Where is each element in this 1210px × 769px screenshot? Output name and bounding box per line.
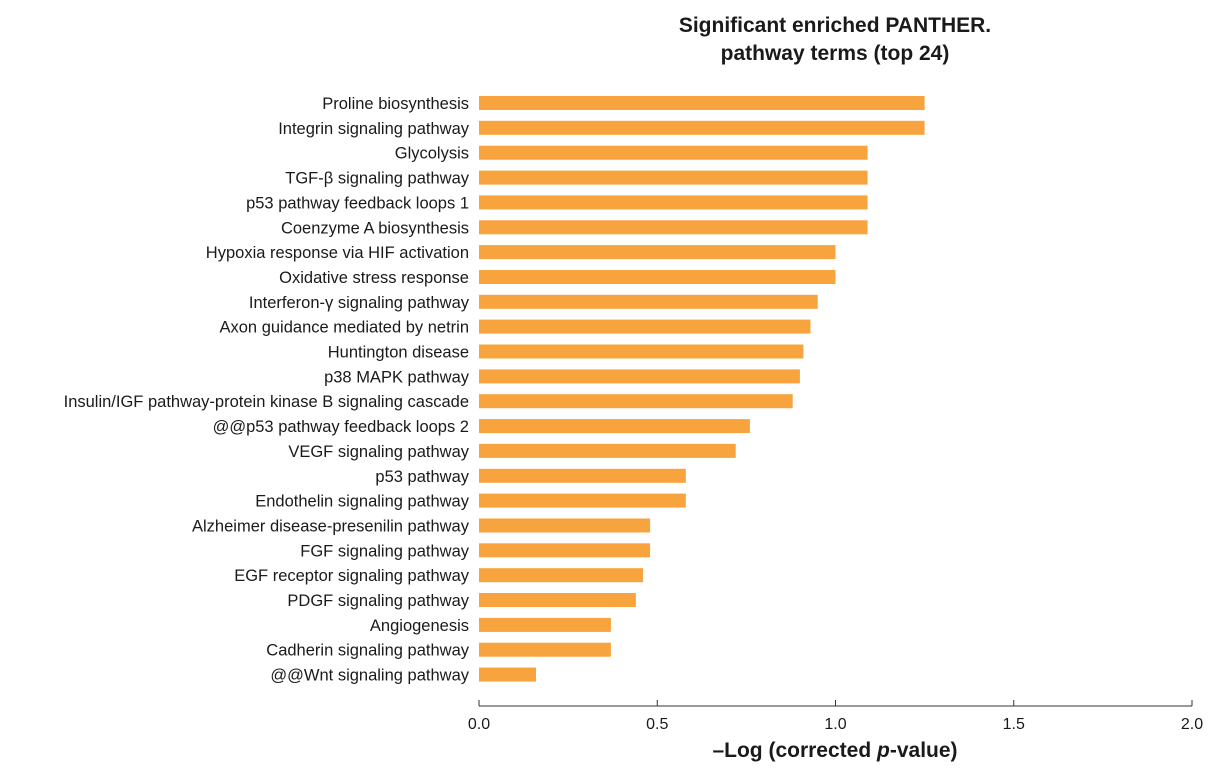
bars-layer: [479, 96, 925, 682]
category-label-14: VEGF signaling pathway: [288, 443, 469, 461]
x-axis: 0.0 0.5 1.0 1.5 2.0: [468, 700, 1203, 733]
category-label-16: Endothelin signaling pathway: [255, 493, 469, 511]
bar-21: [479, 617, 611, 632]
bar-23: [479, 667, 536, 682]
category-label-0: Proline biosynthesis: [322, 95, 469, 113]
category-label-12: Insulin/IGF pathway-protein kinase B sig…: [64, 393, 469, 411]
bar-5: [479, 220, 868, 235]
x-axis-label-suffix: -value): [889, 739, 958, 762]
bar-10: [479, 344, 804, 359]
bar-11: [479, 369, 800, 384]
x-tick-label-0: 0.0: [468, 716, 490, 733]
bar-12: [479, 394, 793, 409]
bar-8: [479, 294, 818, 309]
bar-17: [479, 518, 651, 533]
category-label-9: Axon guidance mediated by netrin: [220, 319, 470, 337]
bar-9: [479, 319, 811, 334]
bar-0: [479, 96, 925, 110]
bar-1: [479, 120, 925, 135]
chart-title: Significant enriched PANTHER. pathway te…: [560, 12, 1110, 68]
x-tick-label-1: 0.5: [646, 716, 668, 733]
chart-title-line-1: Significant enriched PANTHER.: [678, 14, 992, 37]
bar-15: [479, 468, 686, 483]
category-label-11: p38 MAPK pathway: [324, 368, 470, 386]
bar-3: [479, 170, 868, 185]
x-axis-label: –Log (corrected p-value): [600, 737, 1070, 765]
bar-19: [479, 568, 643, 583]
category-label-6: Hypoxia response via HIF activation: [206, 244, 469, 262]
x-tick-label-3: 1.5: [1003, 716, 1025, 733]
x-tick-label-2: 1.0: [824, 716, 846, 733]
category-label-22: Cadherin signaling pathway: [266, 642, 469, 660]
x-axis-label-italic: p: [877, 739, 890, 762]
category-label-13: @@p53 pathway feedback loops 2: [213, 418, 469, 436]
category-label-5: Coenzyme A biosynthesis: [281, 219, 469, 237]
category-label-17: Alzheimer disease-presenilin pathway: [192, 518, 470, 536]
bar-4: [479, 195, 868, 210]
chart-title-line-2: pathway terms (top 24): [720, 42, 950, 65]
category-label-3: TGF-β signaling pathway: [285, 170, 469, 188]
bar-2: [479, 145, 868, 160]
category-labels: Proline biosynthesis Integrin signaling p…: [64, 95, 470, 685]
category-label-19: EGF receptor signaling pathway: [234, 567, 470, 585]
category-label-23: @@Wnt signaling pathway: [270, 667, 469, 685]
category-label-4: p53 pathway feedback loops 1: [246, 194, 469, 212]
bar-14: [479, 443, 736, 458]
bar-18: [479, 543, 651, 558]
bar-16: [479, 493, 686, 508]
category-label-10: Huntington disease: [328, 344, 469, 362]
category-label-21: Angiogenesis: [370, 617, 469, 635]
x-tick-label-4: 2.0: [1181, 716, 1203, 733]
category-label-2: Glycolysis: [395, 145, 469, 163]
category-label-8: Interferon-γ signaling pathway: [249, 294, 470, 312]
bar-7: [479, 270, 836, 284]
category-label-1: Integrin signaling pathway: [278, 120, 470, 138]
bar-13: [479, 419, 750, 434]
bar-20: [479, 593, 636, 607]
category-label-18: FGF signaling pathway: [300, 542, 469, 560]
category-label-15: p53 pathway: [375, 468, 469, 486]
category-label-20: PDGF signaling pathway: [287, 592, 469, 610]
bar-22: [479, 642, 611, 657]
category-label-7: Oxidative stress response: [279, 269, 469, 287]
bar-6: [479, 245, 836, 260]
x-axis-label-prefix: –Log (corrected: [712, 739, 878, 762]
